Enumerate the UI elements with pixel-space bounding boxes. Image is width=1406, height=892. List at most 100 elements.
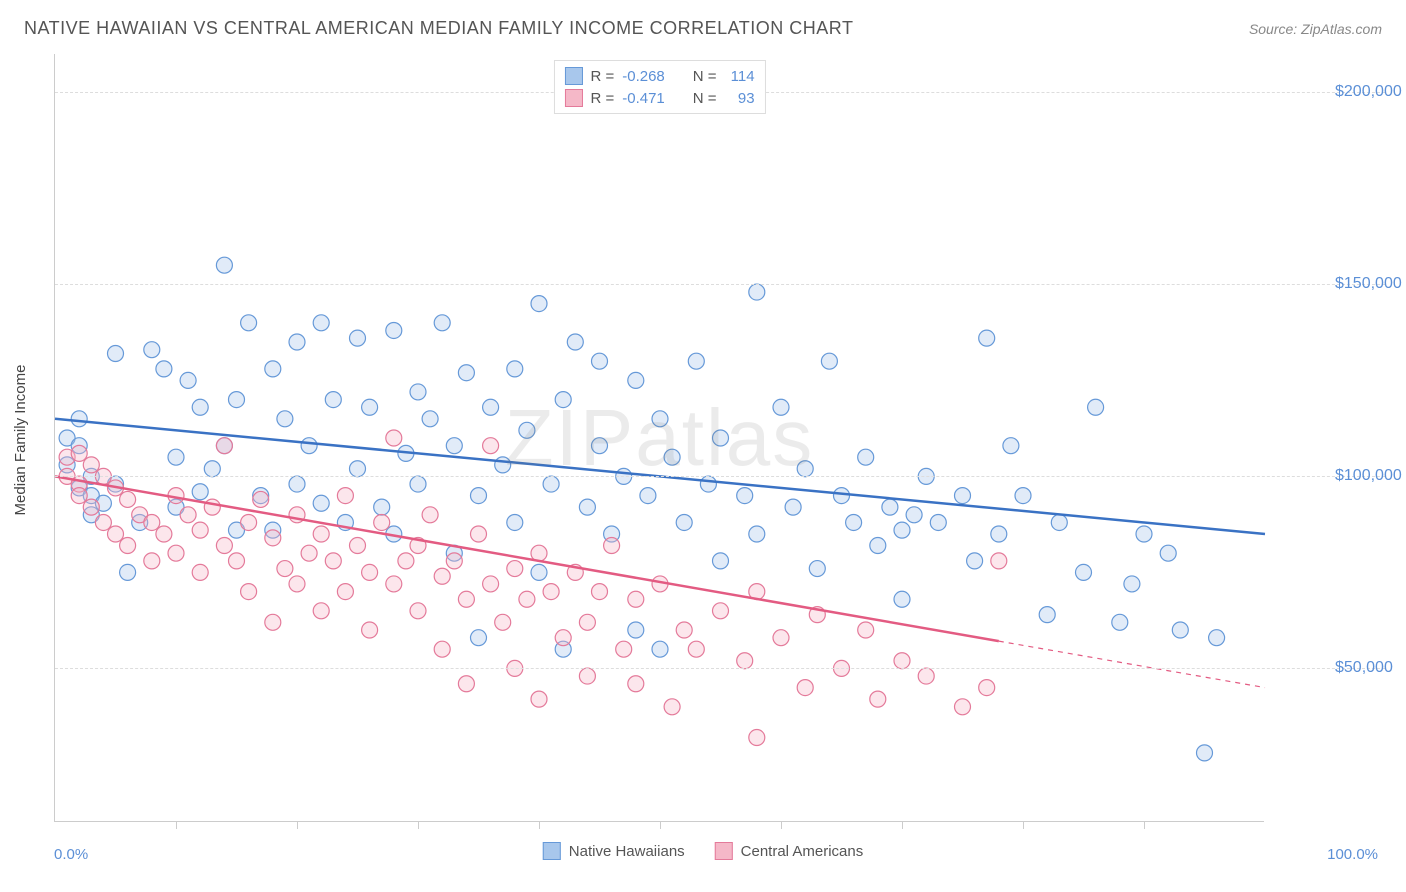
data-point: [458, 365, 474, 381]
data-point: [955, 699, 971, 715]
data-point: [422, 507, 438, 523]
data-point: [930, 514, 946, 530]
data-point: [894, 591, 910, 607]
data-point: [713, 553, 729, 569]
data-point: [664, 449, 680, 465]
data-point: [894, 653, 910, 669]
data-point: [289, 334, 305, 350]
data-point: [95, 514, 111, 530]
data-point: [882, 499, 898, 515]
data-point: [313, 603, 329, 619]
series-legend: Native HawaiiansCentral Americans: [543, 842, 863, 860]
data-point: [120, 564, 136, 580]
data-point: [773, 399, 789, 415]
data-point: [204, 499, 220, 515]
data-point: [592, 438, 608, 454]
data-point: [1124, 576, 1140, 592]
data-point: [1172, 622, 1188, 638]
data-point: [834, 488, 850, 504]
x-tick: [1023, 821, 1024, 829]
data-point: [410, 603, 426, 619]
data-point: [555, 392, 571, 408]
data-point: [664, 699, 680, 715]
data-point: [700, 476, 716, 492]
data-point: [737, 653, 753, 669]
data-point: [350, 330, 366, 346]
data-point: [676, 622, 692, 638]
data-point: [108, 526, 124, 542]
data-point: [241, 514, 257, 530]
legend-swatch: [564, 67, 582, 85]
data-point: [918, 668, 934, 684]
data-point: [688, 353, 704, 369]
data-point: [313, 526, 329, 542]
data-point: [265, 361, 281, 377]
data-point: [301, 545, 317, 561]
x-tick: [660, 821, 661, 829]
data-point: [277, 411, 293, 427]
data-point: [471, 488, 487, 504]
data-point: [446, 553, 462, 569]
data-point: [1209, 630, 1225, 646]
data-point: [204, 461, 220, 477]
data-point: [216, 257, 232, 273]
data-point: [1160, 545, 1176, 561]
data-point: [1039, 607, 1055, 623]
data-point: [495, 457, 511, 473]
data-point: [1003, 438, 1019, 454]
x-tick: [418, 821, 419, 829]
data-point: [555, 630, 571, 646]
correlation-row: R =-0.471N =93: [564, 87, 754, 109]
n-value: 114: [725, 68, 755, 85]
data-point: [108, 346, 124, 362]
x-axis-min-label: 0.0%: [54, 846, 88, 863]
data-point: [241, 584, 257, 600]
legend-item: Central Americans: [715, 842, 864, 860]
data-point: [168, 545, 184, 561]
data-point: [979, 680, 995, 696]
data-point: [652, 641, 668, 657]
data-point: [797, 461, 813, 477]
data-point: [579, 614, 595, 630]
data-point: [446, 438, 462, 454]
data-point: [168, 449, 184, 465]
data-point: [531, 296, 547, 312]
data-point: [434, 315, 450, 331]
y-tick-label: $100,000: [1335, 467, 1402, 485]
data-point: [821, 353, 837, 369]
data-point: [628, 372, 644, 388]
gridline: [55, 668, 1385, 669]
x-tick: [902, 821, 903, 829]
legend-swatch: [564, 89, 582, 107]
data-point: [1051, 514, 1067, 530]
data-point: [749, 526, 765, 542]
data-point: [1088, 399, 1104, 415]
data-point: [1076, 564, 1092, 580]
data-point: [386, 576, 402, 592]
data-point: [483, 576, 499, 592]
data-point: [71, 411, 87, 427]
y-tick-label: $150,000: [1335, 275, 1402, 293]
data-point: [120, 491, 136, 507]
data-point: [362, 622, 378, 638]
data-point: [483, 399, 499, 415]
data-point: [495, 614, 511, 630]
data-point: [531, 564, 547, 580]
data-point: [374, 499, 390, 515]
correlation-row: R =-0.268N =114: [564, 65, 754, 87]
data-point: [156, 361, 172, 377]
data-point: [458, 591, 474, 607]
data-point: [434, 641, 450, 657]
x-tick: [781, 821, 782, 829]
data-point: [144, 514, 160, 530]
data-point: [809, 561, 825, 577]
data-point: [229, 392, 245, 408]
data-point: [592, 353, 608, 369]
data-point: [410, 476, 426, 492]
data-point: [955, 488, 971, 504]
data-point: [192, 564, 208, 580]
data-point: [507, 561, 523, 577]
data-point: [1136, 526, 1152, 542]
data-point: [652, 411, 668, 427]
legend-swatch: [543, 842, 561, 860]
